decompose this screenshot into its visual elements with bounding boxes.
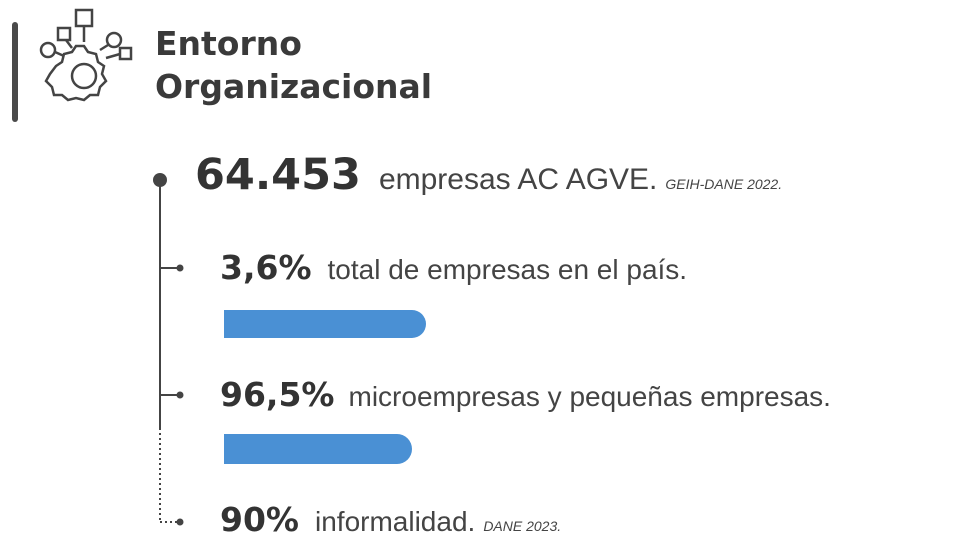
item-value: 64.453 <box>195 150 361 200</box>
item: 64.453 empresas AC AGVE. GEIH-DANE 2022. <box>195 150 782 200</box>
item-text: microempresas y pequeñas empresas. <box>348 381 831 412</box>
item: 90% informalidad. DANE 2023. <box>220 500 561 539</box>
timeline <box>153 173 184 526</box>
bar <box>224 310 426 338</box>
item-value: 3,6% <box>220 248 312 287</box>
title: Entorno Organizacional <box>155 22 432 108</box>
item-text: informalidad. <box>315 506 476 537</box>
item: 96,5% microempresas y pequeñas empresas. <box>220 375 831 414</box>
bar <box>224 434 412 464</box>
item: 3,6% total de empresas en el país. <box>220 248 687 287</box>
accent-bar <box>12 22 18 122</box>
item-value: 90% <box>220 500 299 539</box>
item-text: total de empresas en el país. <box>327 254 688 285</box>
item-text: empresas AC AGVE. <box>378 163 658 196</box>
item-source: GEIH-DANE 2022. <box>665 176 783 192</box>
title-line: Organizacional <box>155 67 433 106</box>
item-source: DANE 2023. <box>483 518 562 534</box>
org-icon <box>39 8 133 102</box>
title-line: Entorno <box>155 24 302 63</box>
item-value: 96,5% <box>220 375 335 414</box>
